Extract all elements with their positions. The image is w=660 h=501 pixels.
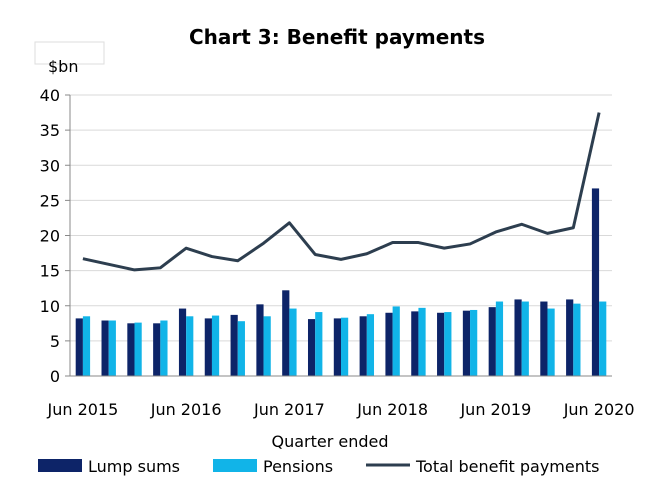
bar-pensions (392, 306, 400, 376)
bar-lump-sums (230, 314, 238, 376)
bar-pensions (495, 301, 504, 376)
x-tick-labels: Jun 2015 Jun 2016 Jun 2017 Jun 2018 Jun 2019… (46, 400, 634, 419)
x-tick-label: Jun 2019 (459, 400, 531, 419)
x-tick-label: Jun 2017 (253, 400, 325, 419)
legend-swatch-pensions (213, 459, 257, 472)
bar-pensions (160, 320, 168, 376)
bar-pensions (470, 309, 478, 376)
bar-lump-sums (75, 318, 83, 376)
y-tick-label: 0 (50, 367, 60, 386)
legend: Lump sums Pensions Total benefit payments (38, 457, 599, 476)
bar-pensions (315, 312, 323, 376)
y-tick-label: 5 (50, 332, 60, 351)
x-tick-label: Jun 2015 (46, 400, 118, 419)
bar-lump-sums (540, 301, 548, 376)
line-total-benefit-payments (82, 112, 601, 272)
bar-lump-sums (333, 318, 341, 376)
y-tick-label: 25 (40, 191, 60, 210)
y-tick-label: 20 (40, 227, 60, 246)
bar-pensions (289, 308, 297, 376)
y-axis-label: $bn (48, 57, 78, 76)
x-tick-label: Jun 2020 (563, 400, 635, 419)
y-tick-label: 15 (40, 262, 60, 281)
axes (69, 95, 612, 377)
bar-pensions (82, 316, 91, 376)
bars-group (75, 188, 607, 376)
chart-title: Chart 3: Benefit payments (189, 25, 485, 49)
x-tick-label: Jun 2018 (356, 400, 428, 419)
bar-lump-sums (591, 188, 600, 376)
y-tick-label: 10 (40, 297, 60, 316)
bar-pensions (108, 320, 116, 376)
y-tick-label: 35 (40, 121, 60, 140)
bar-pensions (186, 316, 194, 376)
legend-label-lump-sums: Lump sums (88, 457, 180, 476)
bar-pensions (211, 315, 220, 376)
bar-lump-sums (411, 311, 419, 376)
ylabel-box (34, 41, 105, 65)
bar-pensions (134, 322, 142, 376)
bar-lump-sums (282, 290, 290, 376)
bar-lump-sums (256, 304, 264, 376)
bar-pensions (444, 312, 452, 376)
bar-lump-sums (359, 316, 367, 376)
bar-pensions (418, 307, 426, 376)
y-tick-label: 30 (40, 156, 60, 175)
bar-pensions (237, 321, 245, 376)
bar-lump-sums (488, 307, 496, 376)
bar-lump-sums (127, 323, 135, 376)
bar-pensions (599, 301, 607, 376)
bar-pensions (341, 317, 349, 376)
bar-lump-sums (204, 318, 212, 376)
bar-pensions (263, 316, 271, 376)
bar-lump-sums (307, 319, 316, 376)
x-axis-label: Quarter ended (271, 432, 388, 451)
legend-label-pensions: Pensions (263, 457, 333, 476)
bar-pensions (521, 301, 529, 376)
bar-lump-sums (566, 299, 574, 376)
bar-lump-sums (178, 308, 187, 376)
y-tick-labels: 0 5 10 15 20 25 30 35 40 (40, 86, 60, 386)
bar-pensions (547, 308, 555, 376)
bar-lump-sums (101, 320, 109, 376)
bar-pensions (366, 314, 375, 376)
y-tick-label: 40 (40, 86, 60, 105)
bar-lump-sums (514, 299, 522, 376)
x-tick-label: Jun 2016 (150, 400, 222, 419)
bar-lump-sums (462, 310, 471, 376)
total-line-group (82, 112, 601, 272)
bar-lump-sums (153, 323, 161, 376)
legend-label-total: Total benefit payments (415, 457, 599, 476)
bar-lump-sums (437, 312, 445, 376)
bar-pensions (573, 303, 581, 376)
legend-swatch-lump-sums (38, 459, 82, 472)
bar-lump-sums (385, 312, 393, 376)
